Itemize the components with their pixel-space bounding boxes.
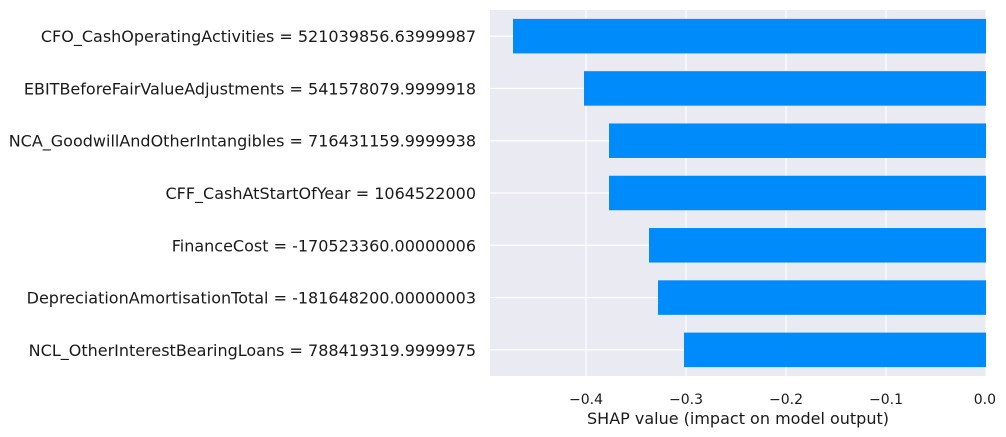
x-tick-label: −0.1: [869, 392, 903, 408]
x-tick-label: −0.4: [569, 392, 603, 408]
bar: [658, 280, 986, 315]
x-axis-label: SHAP value (impact on model output): [587, 409, 889, 428]
x-tick-label: 0.0: [974, 392, 996, 408]
category-label: EBITBeforeFairValueAdjustments = 5415780…: [24, 79, 476, 98]
category-label: FinanceCost = -170523360.00000006: [172, 236, 476, 255]
bar: [513, 18, 986, 54]
category-label: DepreciationAmortisationTotal = -1816482…: [27, 289, 476, 308]
category-labels: CFO_CashOperatingActivities = 521039856.…: [9, 27, 476, 361]
x-tick-label: −0.2: [769, 392, 803, 408]
category-label: NCA_GoodwillAndOtherIntangibles = 716431…: [9, 132, 476, 152]
category-label: CFO_CashOperatingActivities = 521039856.…: [41, 27, 476, 47]
x-tick-label: −0.3: [669, 392, 703, 408]
bar: [684, 332, 986, 368]
bar: [609, 123, 986, 158]
bar: [609, 175, 986, 211]
x-tick-labels: −0.4 −0.3 −0.2 −0.1 0.0: [569, 392, 996, 408]
category-label: NCL_OtherInterestBearingLoans = 78841931…: [29, 341, 476, 361]
bar: [584, 71, 986, 106]
bars: [513, 18, 986, 368]
bar: [649, 228, 986, 263]
category-label: CFF_CashAtStartOfYear = 1064522000: [165, 184, 476, 204]
